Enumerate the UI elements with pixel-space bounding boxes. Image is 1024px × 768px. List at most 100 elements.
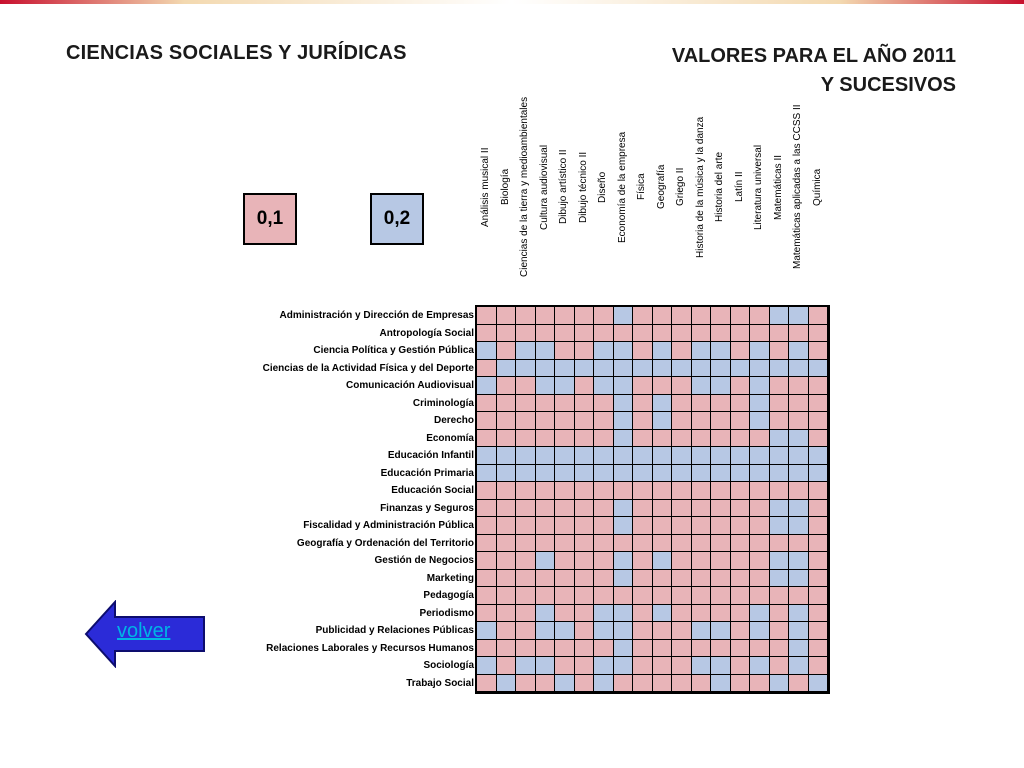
- cell-low: [594, 517, 614, 535]
- cell-high: [711, 359, 731, 377]
- cell-high: [594, 377, 614, 395]
- cell-low: [535, 639, 555, 657]
- cell-low: [633, 482, 653, 500]
- cell-low: [769, 639, 789, 657]
- cell-high: [594, 674, 614, 692]
- cell-low: [730, 482, 750, 500]
- cell-low: [477, 429, 497, 447]
- cell-high: [613, 464, 633, 482]
- cell-low: [808, 394, 828, 412]
- column-header: Economía de la empresa: [616, 131, 628, 243]
- cell-high: [672, 447, 692, 465]
- cell-low: [477, 499, 497, 517]
- back-button[interactable]: volver: [84, 600, 208, 668]
- cell-high: [477, 447, 497, 465]
- cell-low: [730, 342, 750, 360]
- cell-low: [535, 324, 555, 342]
- cell-high: [711, 377, 731, 395]
- cell-high: [789, 552, 809, 570]
- cell-low: [808, 499, 828, 517]
- cell-low: [496, 657, 516, 675]
- cell-low: [789, 394, 809, 412]
- cell-high: [789, 499, 809, 517]
- row-label: Finanzas y Seguros: [380, 502, 474, 514]
- cell-low: [574, 534, 594, 552]
- cell-low: [633, 587, 653, 605]
- cell-low: [769, 587, 789, 605]
- cell-low: [477, 674, 497, 692]
- cell-low: [496, 429, 516, 447]
- cell-low: [730, 394, 750, 412]
- cell-low: [808, 412, 828, 430]
- cell-low: [613, 674, 633, 692]
- column-header: Latín II: [733, 171, 745, 203]
- cell-high: [613, 429, 633, 447]
- cell-low: [691, 307, 711, 325]
- cell-high: [769, 499, 789, 517]
- cell-high: [594, 604, 614, 622]
- cell-low: [789, 534, 809, 552]
- cell-low: [691, 517, 711, 535]
- cell-low: [672, 657, 692, 675]
- cell-low: [672, 394, 692, 412]
- cell-low: [496, 517, 516, 535]
- cell-low: [516, 587, 536, 605]
- row-label: Ciencia Política y Gestión Pública: [313, 345, 474, 356]
- cell-high: [516, 359, 536, 377]
- cell-low: [496, 639, 516, 657]
- cell-high: [769, 307, 789, 325]
- cell-low: [633, 517, 653, 535]
- cell-low: [574, 674, 594, 692]
- column-header: Análisis musical II: [480, 147, 491, 227]
- cell-low: [535, 394, 555, 412]
- cell-low: [730, 499, 750, 517]
- cell-high: [613, 377, 633, 395]
- cell-low: [652, 587, 672, 605]
- page-subtitle: VALORES PARA EL AÑO 2011 Y SUCESIVOS: [672, 42, 956, 100]
- cell-low: [808, 622, 828, 640]
- cell-high: [808, 359, 828, 377]
- cell-low: [769, 412, 789, 430]
- cell-high: [516, 464, 536, 482]
- cell-high: [535, 657, 555, 675]
- cell-low: [516, 639, 536, 657]
- cell-low: [594, 394, 614, 412]
- cell-low: [594, 587, 614, 605]
- cell-low: [574, 622, 594, 640]
- cell-low: [555, 569, 575, 587]
- cell-high: [652, 604, 672, 622]
- cell-high: [789, 429, 809, 447]
- cell-high: [496, 674, 516, 692]
- cell-low: [477, 534, 497, 552]
- cell-low: [672, 569, 692, 587]
- cell-low: [535, 429, 555, 447]
- cell-low: [633, 639, 653, 657]
- cell-low: [672, 587, 692, 605]
- cell-high: [652, 552, 672, 570]
- back-button-label: volver: [117, 620, 171, 642]
- cell-high: [613, 447, 633, 465]
- cell-low: [516, 377, 536, 395]
- cell-low: [574, 499, 594, 517]
- cell-high: [711, 464, 731, 482]
- cell-high: [750, 394, 770, 412]
- cell-low: [672, 622, 692, 640]
- cell-low: [730, 552, 750, 570]
- column-header: Química: [811, 168, 823, 206]
- column-header: Geografía: [655, 164, 667, 210]
- cell-high: [516, 342, 536, 360]
- cell-high: [574, 464, 594, 482]
- cell-high: [613, 394, 633, 412]
- cell-high: [750, 342, 770, 360]
- cell-low: [574, 517, 594, 535]
- cell-low: [613, 324, 633, 342]
- cell-low: [672, 324, 692, 342]
- column-header: Física: [636, 173, 647, 201]
- cell-high: [535, 622, 555, 640]
- cell-low: [594, 569, 614, 587]
- cell-low: [516, 307, 536, 325]
- cell-low: [555, 394, 575, 412]
- cell-low: [535, 499, 555, 517]
- cell-high: [691, 342, 711, 360]
- cell-high: [789, 569, 809, 587]
